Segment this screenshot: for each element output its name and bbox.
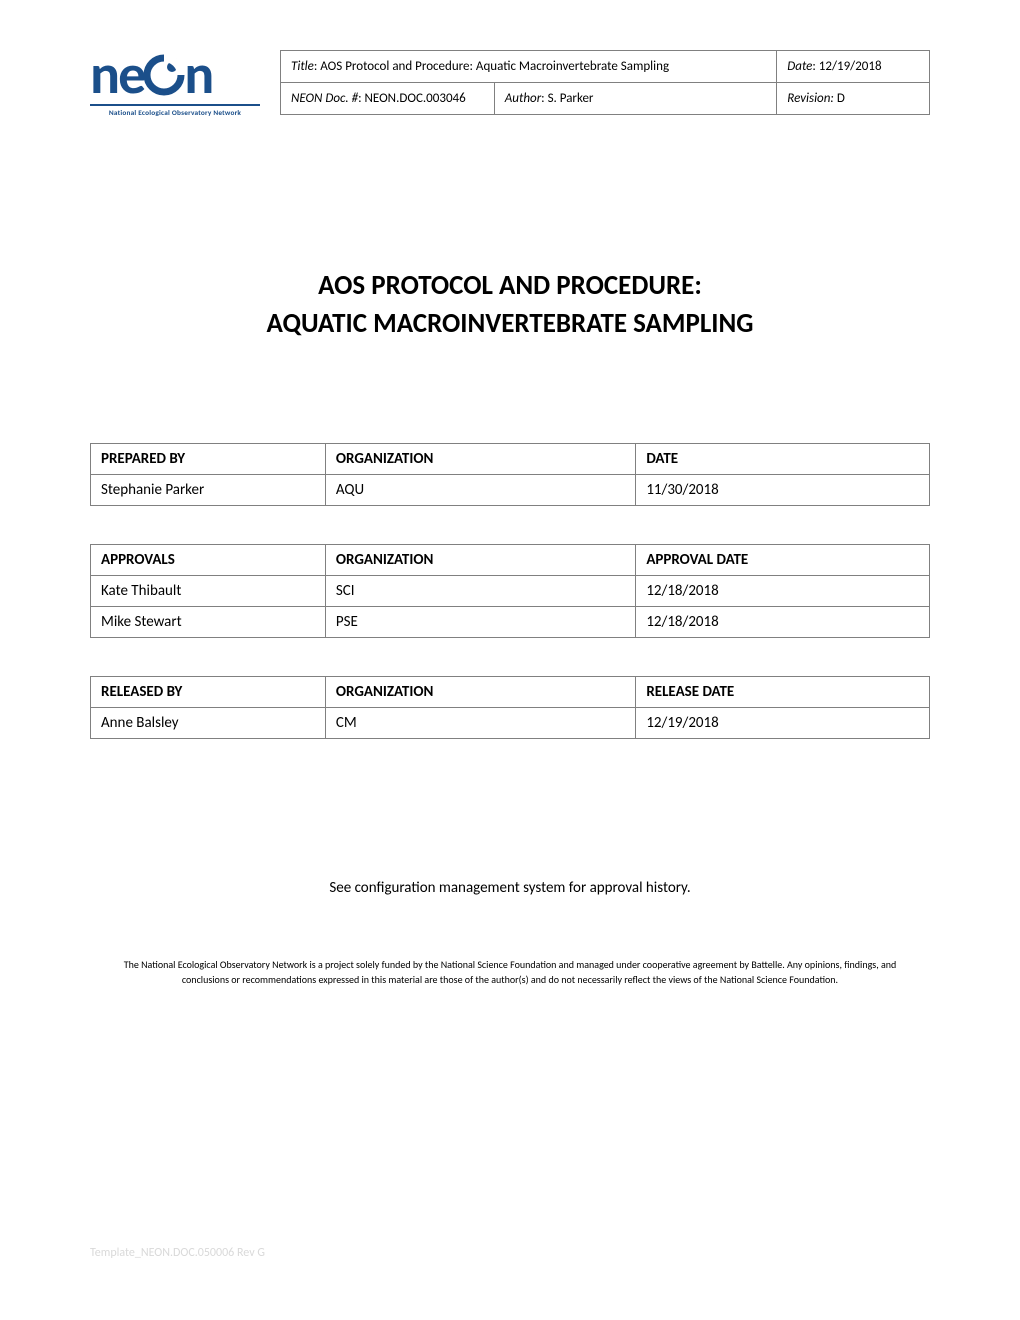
prepared-by-date: 11/30/2018 (636, 474, 930, 505)
document-page: ne n National Ecological Observatory Net… (0, 0, 1020, 1027)
header-doc-cell: NEON Doc. #: NEON.DOC.003046 (281, 83, 495, 115)
approvals-table: APPROVALS ORGANIZATION APPROVAL DATE Kat… (90, 544, 930, 638)
title-label: Title (291, 59, 314, 74)
release-date-header: RELEASE DATE (636, 676, 930, 707)
logo-block: ne n National Ecological Observatory Net… (90, 50, 260, 117)
author-label: Author (505, 91, 541, 106)
main-title: AOS PROTOCOL AND PROCEDURE: AQUATIC MACR… (90, 267, 930, 343)
logo-letter-n2: n (184, 50, 212, 100)
author-value: : S. Parker (541, 91, 593, 106)
header-revision-cell: Revision: D (777, 83, 930, 115)
released-by-header: RELEASED BY (91, 676, 326, 707)
header-date-cell: Date: 12/19/2018 (777, 51, 930, 83)
logo-letter-e: e (118, 50, 144, 100)
approval-org: PSE (325, 606, 635, 637)
main-title-line2: AQUATIC MACROINVERTEBRATE SAMPLING (90, 305, 930, 343)
prepared-by-header: PREPARED BY (91, 443, 326, 474)
logo-swirl-icon (142, 53, 186, 97)
approval-date-header: APPROVAL DATE (636, 544, 930, 575)
date-label: Date (787, 59, 812, 74)
template-footer: Template_NEON.DOC.050006 Rev G (90, 1246, 265, 1260)
table-row: Mike Stewart PSE 12/18/2018 (91, 606, 930, 637)
approval-date: 12/18/2018 (636, 575, 930, 606)
released-by-name: Anne Balsley (91, 707, 326, 738)
logo-letter-n: n (90, 50, 118, 100)
logo-subtitle: National Ecological Observatory Network (90, 108, 260, 117)
released-by-org: CM (325, 707, 635, 738)
doc-label: NEON Doc. # (291, 91, 358, 106)
table-row: Stephanie Parker AQU 11/30/2018 (91, 474, 930, 505)
organization-header: ORGANIZATION (325, 443, 635, 474)
title-value: : AOS Protocol and Procedure: Aquatic Ma… (314, 59, 669, 74)
header-title-cell: Title: AOS Protocol and Procedure: Aquat… (281, 51, 777, 83)
date-value: : 12/19/2018 (812, 59, 881, 74)
approval-date: 12/18/2018 (636, 606, 930, 637)
neon-logo: ne n (90, 50, 260, 100)
approval-name: Mike Stewart (91, 606, 326, 637)
header-author-cell: Author: S. Parker (494, 83, 777, 115)
main-title-line1: AOS PROTOCOL AND PROCEDURE: (90, 267, 930, 305)
table-row: Anne Balsley CM 12/19/2018 (91, 707, 930, 738)
approvals-header: APPROVALS (91, 544, 326, 575)
prepared-by-table: PREPARED BY ORGANIZATION DATE Stephanie … (90, 443, 930, 506)
revision-label: Revision: (787, 91, 834, 106)
released-by-date: 12/19/2018 (636, 707, 930, 738)
prepared-by-org: AQU (325, 474, 635, 505)
date-header: DATE (636, 443, 930, 474)
organization-header: ORGANIZATION (325, 544, 635, 575)
table-row: Kate Thibault SCI 12/18/2018 (91, 575, 930, 606)
organization-header: ORGANIZATION (325, 676, 635, 707)
config-management-note: See configuration management system for … (90, 879, 930, 897)
doc-value: : NEON.DOC.003046 (358, 91, 466, 106)
approval-org: SCI (325, 575, 635, 606)
disclaimer-text: The National Ecological Observatory Netw… (90, 957, 930, 987)
approval-name: Kate Thibault (91, 575, 326, 606)
revision-value: D (834, 91, 845, 106)
released-by-table: RELEASED BY ORGANIZATION RELEASE DATE An… (90, 676, 930, 739)
header-metadata-table: Title: AOS Protocol and Procedure: Aquat… (280, 50, 930, 115)
prepared-by-name: Stephanie Parker (91, 474, 326, 505)
header-row: ne n National Ecological Observatory Net… (90, 50, 930, 117)
